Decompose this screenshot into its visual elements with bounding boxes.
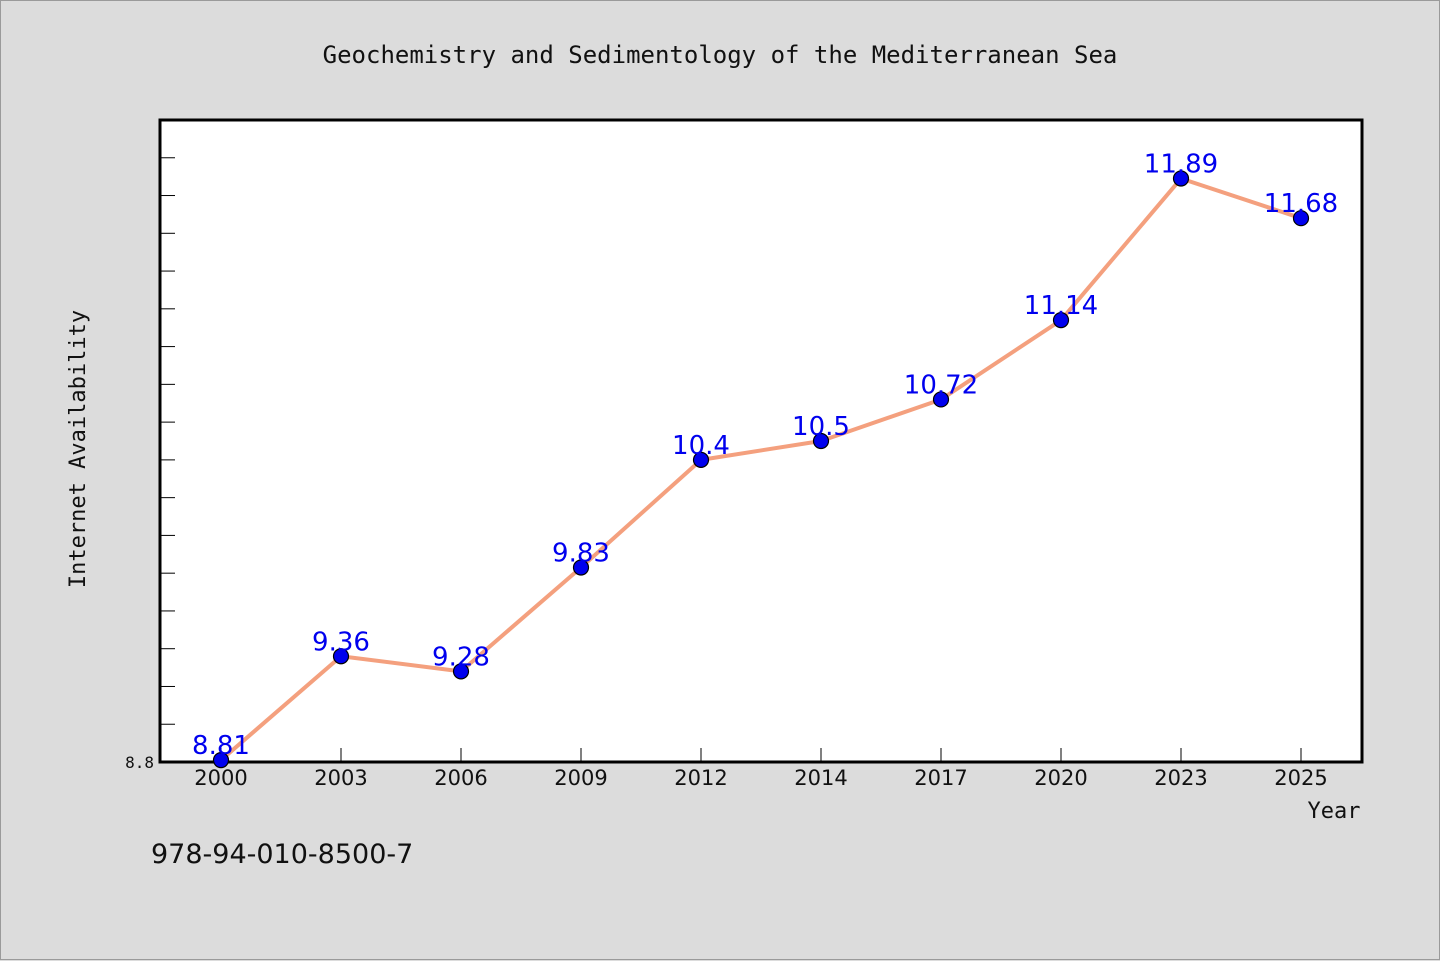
data-point — [1292, 210, 1310, 227]
x-tick-label: 2025 — [1274, 766, 1327, 790]
x-axis-label: Year — [1308, 799, 1361, 824]
data-labels: 8.81 9.36 9.28 9.83 10.4 10.5 10.72 11.14 11.89 1… — [192, 150, 1338, 762]
data-point — [212, 752, 230, 769]
data-point — [452, 663, 470, 680]
x-tick-label: 2023 — [1154, 766, 1207, 790]
x-tick-label: 2000 — [194, 766, 247, 790]
data-label: 11.14 — [1024, 291, 1098, 321]
data-point — [332, 648, 350, 665]
x-tick-label: 2017 — [914, 766, 967, 790]
x-tick-label: 2003 — [314, 766, 367, 790]
data-label: 11.89 — [1144, 150, 1218, 180]
data-point — [812, 432, 830, 450]
data-point — [1052, 312, 1070, 329]
y-axis-tick-labels: 8.8 — [125, 753, 154, 772]
y-axis-ticks — [160, 157, 175, 763]
x-tick-label: 2009 — [554, 766, 607, 790]
chart-title: Geochemistry and Sedimentology of the Me… — [323, 41, 1118, 69]
data-label: 10.72 — [904, 370, 978, 400]
data-label: 9.28 — [432, 642, 490, 672]
x-tick-label: 2020 — [1034, 766, 1087, 790]
x-tick-label: 2014 — [794, 766, 847, 790]
data-point — [932, 391, 950, 408]
data-label: 10.5 — [792, 412, 850, 442]
data-label: 9.36 — [312, 627, 370, 657]
series-line — [219, 176, 1302, 762]
series-markers — [212, 170, 1310, 769]
x-axis-tick-labels: 2000 2003 2006 2009 2012 2014 2017 2020 2023 2025 — [194, 766, 1327, 790]
series-line-group — [219, 176, 1302, 762]
data-label: 10.4 — [672, 431, 730, 461]
plot-area — [158, 118, 1364, 764]
data-point — [1172, 170, 1190, 187]
y-tick-label: 8.8 — [125, 753, 154, 772]
data-point — [692, 451, 710, 468]
x-tick-label: 2012 — [674, 766, 727, 790]
x-tick-label: 2006 — [434, 766, 487, 790]
data-label: 9.83 — [552, 539, 610, 569]
data-point — [572, 559, 590, 576]
data-label: 8.81 — [192, 731, 250, 761]
y-axis-label: Internet Availability — [66, 310, 91, 588]
data-label: 11.68 — [1264, 189, 1338, 219]
isbn-text: 978-94-010-8500-7 — [151, 839, 413, 870]
